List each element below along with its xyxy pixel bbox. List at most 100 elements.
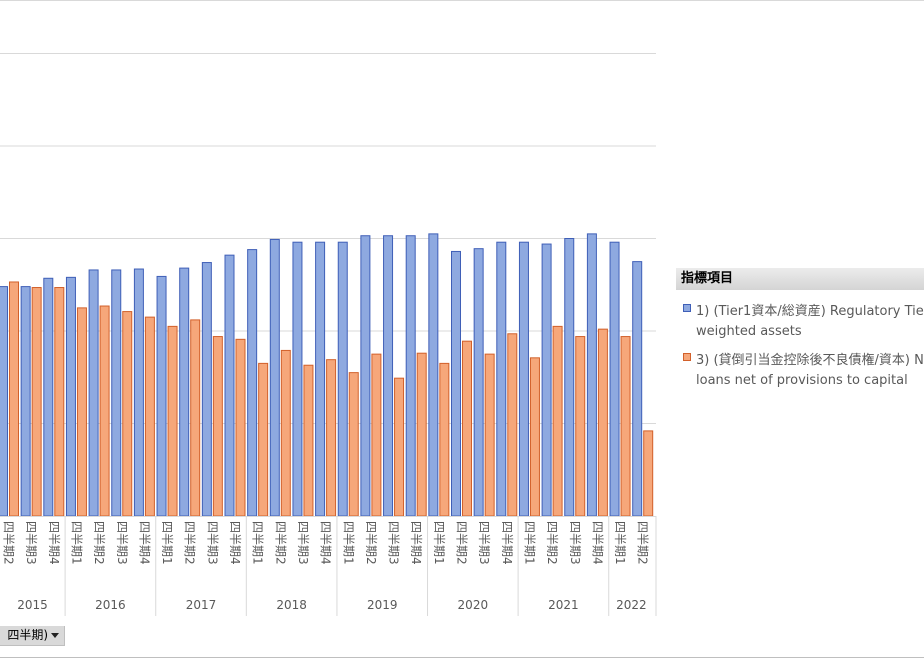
legend-swatch-series1 [683, 304, 691, 312]
x-tick-label-quarter: 四半期2 [92, 521, 106, 565]
bar-series2 [76, 307, 87, 517]
bar-series1 [65, 276, 76, 517]
legend-label-series2-line2: loans net of provisions to capital [696, 373, 908, 388]
x-tick-label-quarter: 四半期2 [455, 521, 469, 565]
x-tick-label-quarter: 四半期2 [273, 521, 287, 565]
bar-series2 [31, 287, 42, 517]
x-tick-label-quarter: 四半期1 [432, 521, 446, 565]
bar-series1 [111, 269, 122, 517]
x-tick-label-quarter: 四半期2 [183, 521, 197, 565]
bar-series1 [496, 241, 507, 517]
bar-series2 [552, 325, 563, 517]
bar-series2 [394, 377, 405, 517]
x-tick-label-quarter: 四半期4 [47, 521, 61, 565]
bar-series2 [280, 349, 291, 517]
x-tick-label-quarter: 四半期4 [319, 521, 333, 565]
bar-series1 [609, 241, 620, 517]
bar-series1 [179, 267, 190, 517]
x-tick-label-quarter: 四半期3 [296, 521, 310, 565]
bar-series2 [529, 357, 540, 517]
bar-series2 [122, 311, 133, 517]
bar-series1 [405, 235, 416, 517]
legend-swatch-series2 [683, 353, 691, 361]
x-tick-label-quarter: 四半期3 [568, 521, 582, 565]
x-tick-label-year: 2020 [458, 598, 489, 612]
chevron-down-icon [51, 633, 59, 638]
bar-series1 [632, 261, 643, 517]
legend-label-series1-line2: weighted assets [696, 324, 802, 339]
bar-series2 [258, 362, 269, 517]
x-tick-label-year: 2022 [616, 598, 647, 612]
bar-series2 [190, 319, 201, 517]
bottom-border [0, 657, 924, 658]
bar-series1 [224, 254, 235, 517]
bar-series2 [439, 362, 450, 517]
legend-title[interactable]: 指標項目 [676, 268, 924, 290]
bar-series1 [88, 269, 99, 517]
bar-series2 [620, 336, 631, 517]
bar-series1 [247, 249, 258, 517]
bar-series2 [235, 338, 246, 517]
x-tick-label-quarter: 四半期1 [522, 521, 536, 565]
bar-series2 [167, 325, 178, 517]
x-tick-label-quarter: 四半期4 [500, 521, 514, 565]
x-tick-label-quarter: 四半期1 [160, 521, 174, 565]
x-tick-label-quarter: 四半期2 [364, 521, 378, 565]
x-tick-label-quarter: 四半期2 [545, 521, 559, 565]
x-tick-label-quarter: 四半期1 [341, 521, 355, 565]
bar-series2 [144, 316, 155, 517]
bar-series1 [337, 241, 348, 517]
bar-series1 [20, 286, 31, 517]
bar-series1 [518, 241, 529, 517]
x-tick-label-year: 2019 [367, 598, 398, 612]
bar-series1 [541, 243, 552, 517]
legend: 指標項目 1) (Tier1資本/総資産) Regulatory Tier 1 … [676, 268, 924, 398]
x-tick-label-quarter: 四半期4 [590, 521, 604, 565]
bar-series2 [484, 353, 495, 517]
x-tick-label-quarter: 四半期3 [387, 521, 401, 565]
quarter-field-dropdown[interactable]: 四半期) [0, 626, 65, 646]
bar-series2 [9, 281, 19, 517]
bar-series2 [416, 352, 427, 517]
x-tick-label-quarter: 四半期1 [69, 521, 83, 565]
quarter-field-label: 四半期) [7, 628, 48, 642]
x-tick-label-quarter: 四半期2 [2, 521, 16, 565]
bar-series1 [428, 233, 439, 517]
legend-label-series1-line1: 1) (Tier1資本/総資産) Regulatory Tier 1 capit… [696, 304, 924, 319]
bar-series1 [473, 248, 484, 517]
x-tick-label-year: 2015 [17, 598, 48, 612]
bar-series2 [507, 333, 518, 517]
bar-series2 [99, 305, 110, 517]
x-tick-label-year: 2018 [276, 598, 307, 612]
bar-series2 [348, 372, 359, 517]
bar-series1 [269, 238, 280, 517]
x-tick-label-quarter: 四半期4 [228, 521, 242, 565]
x-tick-label-quarter: 四半期1 [251, 521, 265, 565]
bar-series1 [451, 250, 461, 517]
bar-series2 [462, 340, 472, 517]
x-tick-label-quarter: 四半期4 [137, 521, 151, 565]
bar-series1 [586, 233, 597, 517]
x-tick-label-quarter: 四半期1 [613, 521, 627, 565]
bar-series1 [383, 235, 394, 517]
bar-series1 [292, 241, 303, 517]
x-tick-label-quarter: 四半期3 [205, 521, 219, 565]
x-tick-label-quarter: 四半期3 [115, 521, 129, 565]
bar-series1 [201, 262, 212, 517]
x-tick-label-quarter: 四半期3 [24, 521, 38, 565]
top-border [0, 0, 924, 1]
legend-label-series2-line1: 3) (貸倒引当金控除後不良債権/資本) Nonperforming [696, 353, 924, 368]
x-tick-label-year: 2021 [548, 598, 579, 612]
x-tick-label-quarter: 四半期3 [477, 521, 491, 565]
bar-series2 [54, 287, 65, 517]
x-tick-label-quarter: 四半期4 [409, 521, 423, 565]
bar-series1 [43, 277, 54, 517]
x-tick-label-year: 2017 [186, 598, 217, 612]
bar-series2 [212, 336, 223, 517]
x-tick-label-year: 2016 [95, 598, 126, 612]
bar-series1 [156, 275, 167, 517]
bar-series2 [371, 353, 382, 517]
bar-series1 [0, 286, 8, 517]
bar-series1 [564, 238, 575, 517]
